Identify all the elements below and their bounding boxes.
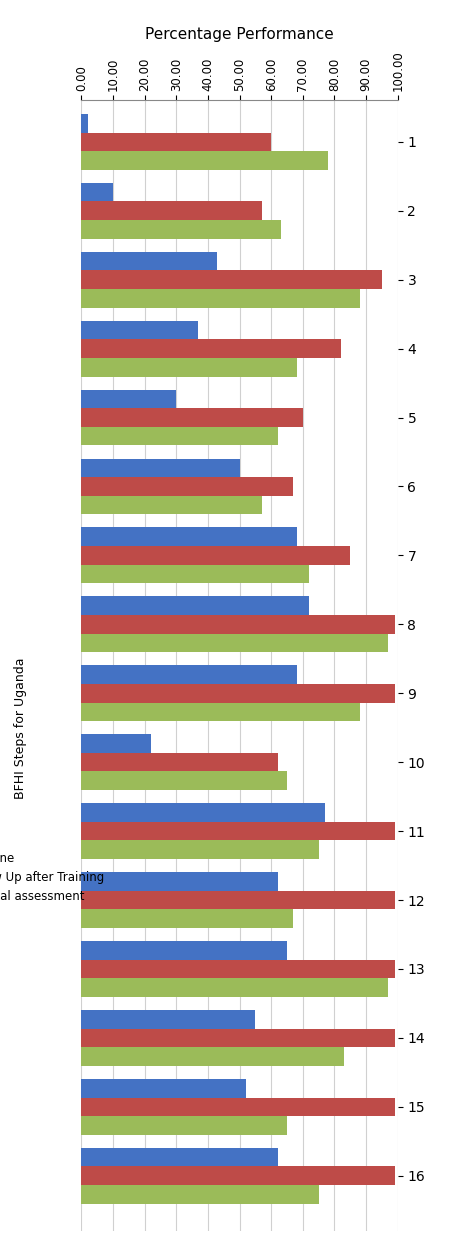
Bar bbox=[81, 133, 271, 151]
Bar bbox=[81, 1029, 394, 1048]
Bar bbox=[81, 220, 280, 239]
Bar bbox=[81, 1048, 343, 1066]
Bar bbox=[81, 891, 394, 909]
Bar bbox=[81, 458, 239, 477]
Bar bbox=[81, 1148, 277, 1167]
Bar bbox=[81, 270, 381, 289]
Bar bbox=[81, 633, 387, 652]
Bar bbox=[81, 1079, 245, 1098]
Bar bbox=[81, 183, 113, 201]
Bar bbox=[81, 978, 387, 997]
Bar bbox=[81, 752, 277, 771]
Bar bbox=[81, 872, 277, 891]
Bar bbox=[81, 597, 308, 615]
Bar bbox=[81, 251, 217, 270]
Legend: Baseline, Follow Up after Training, Internal assessment: Baseline, Follow Up after Training, Inte… bbox=[0, 845, 110, 908]
Bar bbox=[81, 702, 359, 721]
Bar bbox=[81, 909, 293, 928]
Bar bbox=[81, 496, 261, 515]
Bar bbox=[81, 735, 151, 752]
X-axis label: Percentage Performance: Percentage Performance bbox=[145, 26, 333, 41]
Bar bbox=[81, 1010, 255, 1029]
Bar bbox=[81, 1167, 394, 1186]
Bar bbox=[81, 339, 340, 358]
Bar bbox=[81, 320, 198, 339]
Bar bbox=[81, 840, 318, 859]
Bar bbox=[81, 803, 324, 821]
Bar bbox=[81, 1098, 394, 1117]
Bar bbox=[81, 201, 261, 220]
Bar bbox=[81, 358, 296, 377]
Bar bbox=[81, 565, 308, 583]
Bar bbox=[81, 427, 277, 446]
Bar bbox=[81, 960, 394, 978]
Bar bbox=[81, 685, 394, 702]
Bar bbox=[81, 546, 350, 565]
Bar bbox=[81, 1186, 318, 1203]
Bar bbox=[81, 666, 296, 685]
Bar bbox=[81, 151, 327, 170]
Bar bbox=[81, 289, 359, 308]
Text: BFHI Steps for Uganda: BFHI Steps for Uganda bbox=[14, 658, 27, 799]
Bar bbox=[81, 1117, 286, 1134]
Bar bbox=[81, 941, 286, 960]
Bar bbox=[81, 389, 176, 408]
Bar bbox=[81, 528, 296, 546]
Bar bbox=[81, 114, 87, 133]
Bar bbox=[81, 477, 293, 496]
Bar bbox=[81, 821, 394, 840]
Bar bbox=[81, 615, 394, 633]
Bar bbox=[81, 771, 286, 790]
Bar bbox=[81, 408, 302, 427]
